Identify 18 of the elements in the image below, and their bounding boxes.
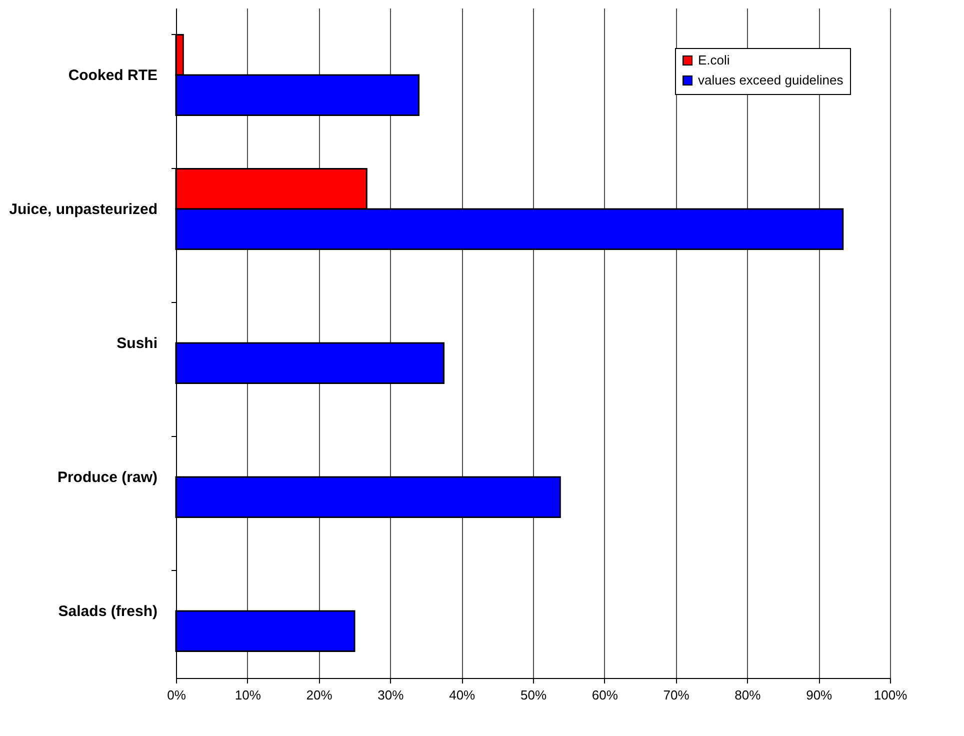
y-tick-label: Juice, unpasteurized	[9, 201, 158, 218]
y-tick-label: Produce (raw)	[57, 469, 158, 486]
y-tick-label: Cooked RTE	[68, 67, 158, 84]
legend-label: E.coli	[698, 52, 730, 68]
x-tick-label: 60%	[592, 688, 618, 702]
x-tick-label: 20%	[306, 688, 333, 702]
x-tick-label: 70%	[663, 688, 690, 702]
x-tick-label: 100%	[874, 688, 908, 702]
y-tick-label: Salads (fresh)	[58, 603, 158, 620]
x-tick-label: 10%	[234, 688, 262, 702]
legend-label: values exceed guidelines	[698, 72, 844, 88]
x-tick-label: 50%	[520, 688, 547, 702]
y-tick-label: Sushi	[116, 335, 158, 352]
x-tick-label: 0%	[167, 688, 186, 702]
x-tick-label: 30%	[378, 688, 404, 702]
x-tick-label: 80%	[734, 688, 762, 702]
x-tick-label: 40%	[449, 688, 476, 702]
x-tick-label: 90%	[806, 688, 833, 702]
